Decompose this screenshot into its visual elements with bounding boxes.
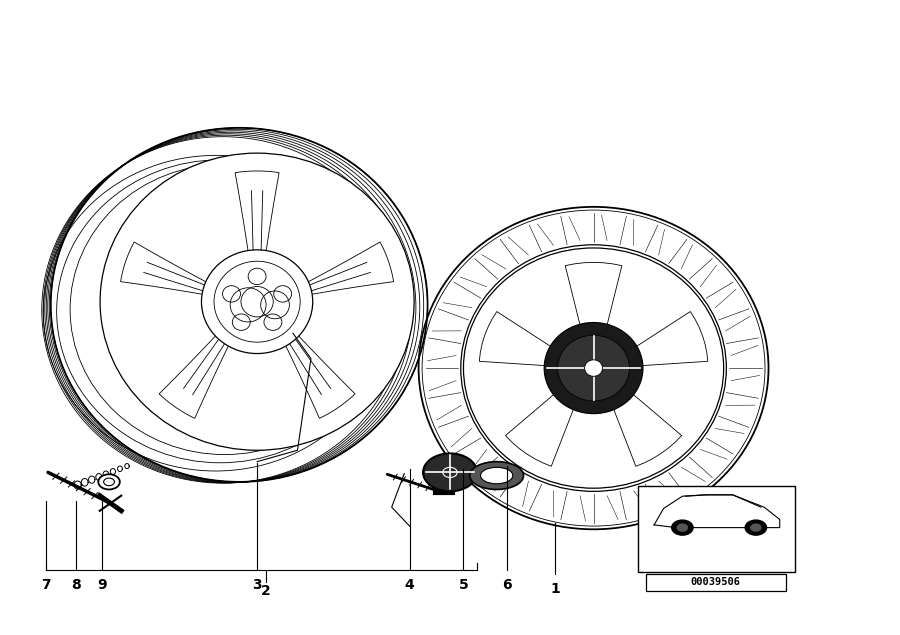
Ellipse shape xyxy=(464,248,724,488)
Ellipse shape xyxy=(481,467,513,484)
Ellipse shape xyxy=(100,153,414,450)
Polygon shape xyxy=(506,384,580,466)
Ellipse shape xyxy=(423,453,477,491)
Ellipse shape xyxy=(585,337,602,353)
Ellipse shape xyxy=(470,462,524,490)
Circle shape xyxy=(678,524,688,531)
Ellipse shape xyxy=(558,335,629,401)
Polygon shape xyxy=(159,323,237,418)
Text: 7: 7 xyxy=(41,578,51,592)
Ellipse shape xyxy=(608,352,626,369)
Ellipse shape xyxy=(461,245,726,491)
Ellipse shape xyxy=(214,261,301,342)
Bar xyxy=(638,486,796,572)
Ellipse shape xyxy=(599,379,617,395)
Polygon shape xyxy=(480,312,563,366)
Text: 6: 6 xyxy=(501,578,511,592)
Circle shape xyxy=(745,520,767,535)
Circle shape xyxy=(751,524,760,531)
Ellipse shape xyxy=(241,286,274,317)
Ellipse shape xyxy=(202,250,312,354)
Ellipse shape xyxy=(585,360,602,377)
Bar xyxy=(645,574,786,591)
Polygon shape xyxy=(607,384,681,466)
Polygon shape xyxy=(121,242,219,297)
Circle shape xyxy=(671,520,693,535)
Ellipse shape xyxy=(274,286,292,302)
Polygon shape xyxy=(277,323,356,418)
Ellipse shape xyxy=(222,286,240,302)
Text: 3: 3 xyxy=(252,578,262,592)
Ellipse shape xyxy=(264,314,282,330)
Polygon shape xyxy=(565,262,622,344)
Text: 00039506: 00039506 xyxy=(690,577,741,587)
Ellipse shape xyxy=(561,352,579,369)
Ellipse shape xyxy=(232,314,250,330)
Polygon shape xyxy=(235,171,279,272)
Ellipse shape xyxy=(98,474,120,490)
Ellipse shape xyxy=(248,268,266,284)
Text: 2: 2 xyxy=(261,584,271,598)
Text: 1: 1 xyxy=(550,582,560,596)
Text: 5: 5 xyxy=(459,578,468,592)
Text: 8: 8 xyxy=(71,578,81,592)
Text: 9: 9 xyxy=(97,578,107,592)
Polygon shape xyxy=(624,312,707,366)
Polygon shape xyxy=(296,242,393,297)
Ellipse shape xyxy=(570,379,588,395)
Ellipse shape xyxy=(544,323,643,413)
Ellipse shape xyxy=(418,207,769,530)
Text: 4: 4 xyxy=(405,578,415,592)
